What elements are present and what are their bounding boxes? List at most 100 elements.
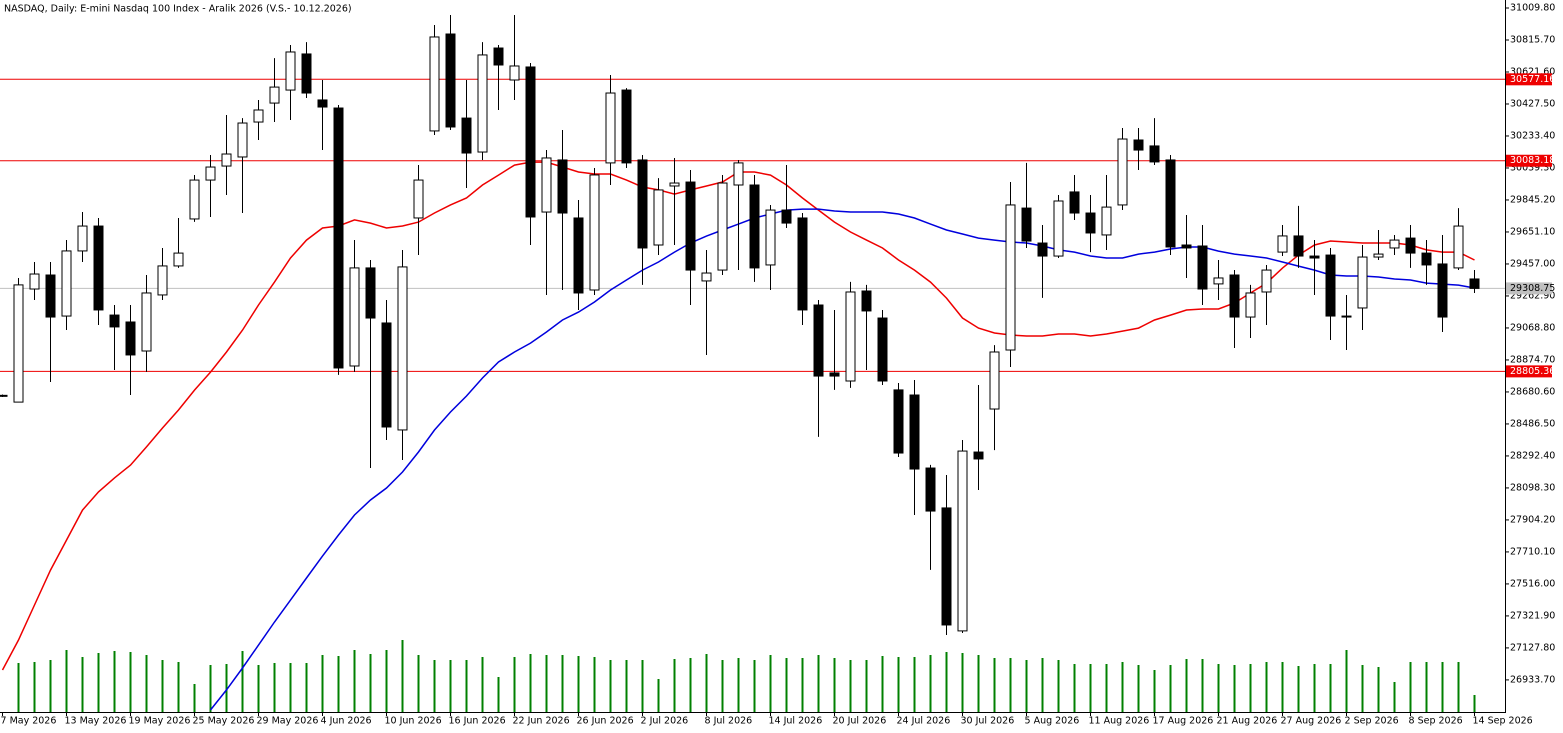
candle-body: [797, 217, 808, 311]
candle-body: [557, 159, 568, 214]
volume-bar: [913, 657, 916, 712]
candle-body: [637, 159, 648, 249]
candle-body: [29, 273, 40, 290]
volume-bar: [1393, 682, 1396, 712]
level-price-label: 30577.16: [1510, 74, 1555, 85]
candle-body: [893, 389, 904, 454]
candle-body: [1021, 207, 1032, 242]
volume-bar: [1281, 662, 1284, 712]
candle-body: [1357, 256, 1368, 309]
y-tick-label: 29262.90: [1510, 290, 1555, 301]
candle-body: [1085, 212, 1096, 234]
volume-bar: [209, 665, 212, 712]
volume-bar: [177, 662, 180, 712]
volume-bar: [417, 655, 420, 712]
volume-bar: [1473, 695, 1476, 712]
candle-body: [973, 451, 984, 460]
candle-body: [1165, 159, 1176, 248]
candle-body: [749, 184, 760, 269]
candle-body: [1389, 239, 1400, 249]
candle-body: [989, 351, 1000, 410]
volume-bar: [129, 652, 132, 712]
level-price-box: [1506, 154, 1552, 167]
y-tick-label: 26933.70: [1510, 674, 1555, 685]
candle-body: [1101, 206, 1112, 236]
candle-body: [573, 217, 584, 294]
volume-bar: [577, 656, 580, 712]
y-tick-label: 27710.10: [1510, 546, 1555, 557]
volume-bar: [1217, 664, 1220, 712]
y-tick-label: 30233.40: [1510, 130, 1555, 141]
candle-body: [1213, 277, 1224, 285]
candle-body: [381, 322, 392, 428]
x-tick-label: 14 Sep 2026: [1473, 716, 1533, 727]
volume-bar: [1425, 662, 1428, 712]
volume-bar: [433, 660, 436, 712]
candle-body: [1341, 315, 1352, 318]
volume-bar: [609, 660, 612, 712]
volume-bar: [97, 653, 100, 712]
candle-body: [621, 89, 632, 164]
candle-body: [205, 166, 216, 181]
candle-body: [1437, 263, 1448, 318]
x-tick-label: 26 Jun 2026: [577, 716, 634, 727]
volume-bar: [753, 660, 756, 712]
candle-body: [333, 107, 344, 369]
candle-body: [317, 99, 328, 108]
volume-bar: [561, 655, 564, 712]
volume-bar: [1073, 664, 1076, 712]
volume-bar: [401, 640, 404, 712]
volume-bar: [1057, 660, 1060, 712]
volume-bar: [337, 656, 340, 712]
y-tick-label: 29457.00: [1510, 258, 1555, 269]
volume-bar: [1105, 664, 1108, 712]
candle-body: [653, 189, 664, 246]
candle-body: [45, 274, 56, 318]
volume-bar: [257, 665, 260, 712]
x-tick-label: 8 Sep 2026: [1409, 716, 1463, 727]
x-tick-label: 17 Aug 2026: [1153, 716, 1214, 727]
volume-bar: [801, 658, 804, 712]
volume-bar: [1297, 666, 1300, 712]
volume-bar: [273, 663, 276, 712]
volume-bar: [1025, 660, 1028, 712]
volume-bar: [529, 654, 532, 712]
x-tick-label: 2 Jul 2026: [641, 716, 689, 727]
candle-body: [1149, 145, 1160, 163]
candle-body: [781, 209, 792, 224]
candle-body: [1197, 245, 1208, 290]
candle-body: [0, 394, 8, 397]
candle-body: [541, 157, 552, 213]
volume-bar: [193, 684, 196, 712]
candle-body: [269, 86, 280, 104]
candle-body: [461, 117, 472, 154]
candle-body: [301, 53, 312, 94]
y-tick-label: 30815.70: [1510, 34, 1555, 45]
x-tick-label: 13 May 2026: [65, 716, 127, 727]
volume-bar: [1441, 662, 1444, 712]
candle-body: [1133, 139, 1144, 151]
plot-area: [0, 15, 1505, 712]
volume-bar: [33, 662, 36, 712]
x-tick-label: 25 May 2026: [193, 716, 255, 727]
candle-body: [413, 179, 424, 219]
volume-bar: [1329, 664, 1332, 712]
volume-bar: [241, 651, 244, 712]
x-tick-label: 7 May 2026: [1, 716, 57, 727]
candle-body: [1037, 242, 1048, 257]
candle-body: [813, 304, 824, 377]
volume-bar: [977, 655, 980, 712]
candle-body: [157, 265, 168, 296]
x-tick-label: 20 Jul 2026: [833, 716, 887, 727]
candle-body: [1277, 235, 1288, 253]
volume-bar: [865, 660, 868, 712]
x-tick-label: 8 Jul 2026: [705, 716, 753, 727]
candle-body: [13, 284, 24, 403]
volume-bar: [961, 653, 964, 712]
volume-bar: [593, 657, 596, 712]
volume-bar: [1137, 665, 1140, 712]
y-tick-label: 28098.30: [1510, 482, 1555, 493]
candle-body: [1325, 254, 1336, 317]
volume-bar: [1233, 665, 1236, 712]
volume-bar: [769, 655, 772, 712]
